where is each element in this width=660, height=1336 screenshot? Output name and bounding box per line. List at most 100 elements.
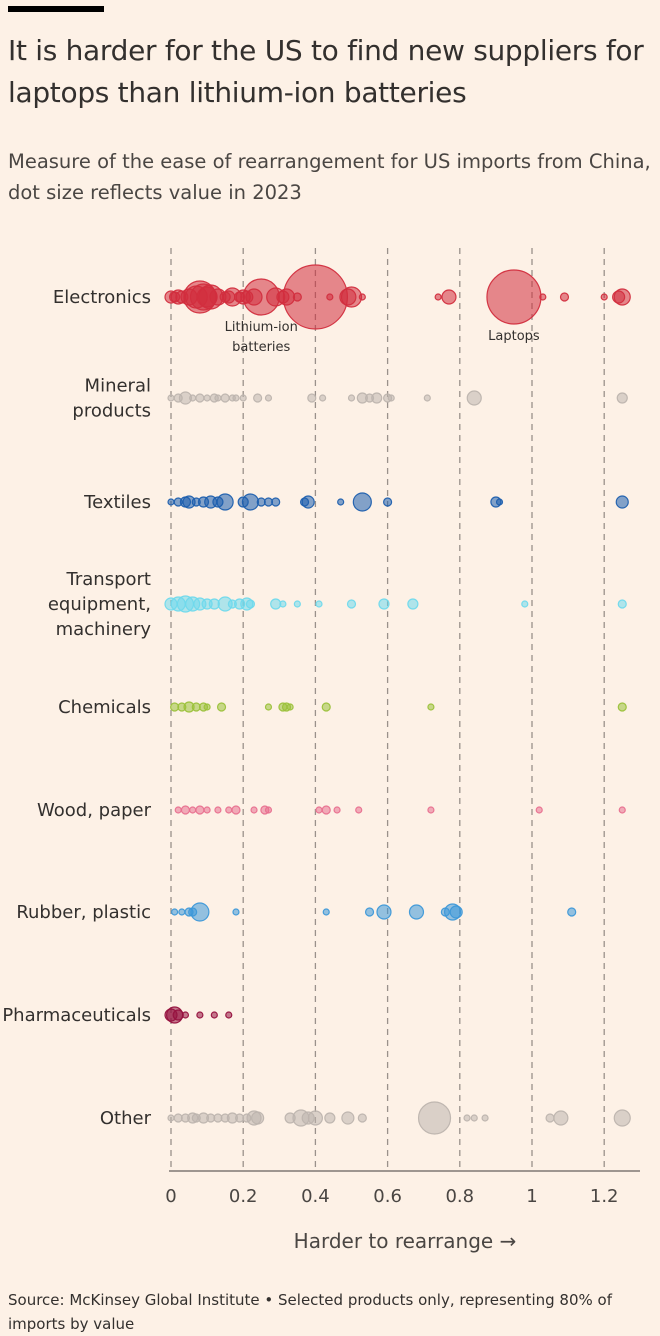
row-label: Mineral products [72,376,151,422]
row-label-line: Pharmaceuticals [2,1005,151,1026]
row-label-line: Chemicals [58,697,151,718]
data-dot [301,1111,315,1125]
data-dot [495,498,504,506]
row-label-line: equipment, [48,594,151,615]
x-tick-label: 0.6 [373,1186,402,1207]
data-dot [407,598,419,610]
data-dot [220,1113,230,1123]
row-label-line: Electronics [53,287,151,308]
data-dot [319,394,327,402]
dot-annotation: Laptops [488,329,540,344]
data-dot [481,1114,489,1122]
data-dot [271,497,281,507]
data-dot [214,806,222,814]
row-label-line: Transport [66,569,151,590]
data-dot [613,1109,631,1127]
data-dot [440,907,450,917]
data-dot [225,806,233,814]
data-dot [203,806,211,814]
data-dot [535,806,543,814]
x-axis-label: Harder to rearrange → [294,1229,517,1253]
data-dot [612,290,626,304]
data-dot [232,394,240,402]
data-dot [191,1113,201,1123]
data-dot [264,806,273,814]
source-note: Source: McKinsey Global Institute • Sele… [8,1291,612,1333]
data-dot [321,805,331,815]
data-dot [339,288,357,306]
data-dot [203,703,211,711]
data-dot [357,1113,367,1123]
data-dot [358,293,366,301]
row-label: Transport equipment, machinery [48,569,151,640]
data-dot [169,291,181,303]
row-label-line: Other [100,1108,152,1129]
data-dot [220,393,230,403]
data-dot [434,293,442,301]
data-dot [600,293,608,301]
data-dot [251,1111,265,1125]
data-dot [315,600,323,608]
row-label: Chemicals [58,697,151,718]
data-dot [196,1011,204,1019]
data-dot [321,702,331,712]
row-label: Rubber, plastic [16,902,151,923]
dot-plot-chart: 0 0.2 0.4 0.6 0.8 1 1.2 Harder to rearrange → El… [2,248,640,1253]
data-dot [225,1011,233,1019]
data-dot [167,498,175,506]
data-dot [167,394,175,402]
data-dot [189,806,197,814]
data-dot [264,703,273,711]
data-dot [181,1011,190,1019]
data-dot [239,394,247,402]
data-dot [203,394,211,402]
x-tick-label: 1 [526,1186,537,1207]
data-dot [387,394,395,402]
row-label-line: machinery [56,619,152,640]
data-dot [466,390,482,406]
data-dot [264,394,273,402]
row-label: Wood, paper [37,800,152,821]
data-dot [616,392,628,404]
data-dot [449,905,463,919]
data-dot [210,1011,218,1019]
data-dot [427,806,435,814]
row-label-line: Textiles [83,492,151,513]
data-dot [617,599,627,609]
row-label: Textiles [83,492,151,513]
data-dot [347,394,356,402]
data-dot [188,907,198,917]
data-dot [299,497,310,507]
data-dot [559,292,570,302]
data-dot [284,1112,296,1124]
data-dot [276,290,290,304]
data-dot [315,806,323,814]
x-tick-label: 0.4 [301,1186,330,1207]
row-label: Electronics [53,287,151,308]
data-dot [191,497,201,507]
data-dot [286,703,294,711]
data-dot [292,292,302,302]
annotation-line: Lithium-ion [225,320,298,335]
data-dot [341,1111,355,1125]
data-dot [617,702,627,712]
data-dot [232,908,240,916]
data-dot [174,806,182,814]
data-dot [618,806,626,814]
data-dot [180,805,191,815]
data-dot [463,1114,471,1122]
data-dot [216,702,227,712]
data-dot [253,393,263,403]
data-dot [441,289,457,305]
data-dot [195,805,205,815]
data-dot [427,703,435,711]
dot-annotation: Lithium-ion batteries [225,320,298,355]
data-dot [615,495,629,509]
data-dot [233,291,246,303]
data-dot [231,805,241,815]
data-dot [180,1113,191,1123]
data-dot [326,293,334,301]
annotation-line: batteries [232,340,290,355]
data-dot [172,1009,184,1021]
data-dot [219,291,231,303]
